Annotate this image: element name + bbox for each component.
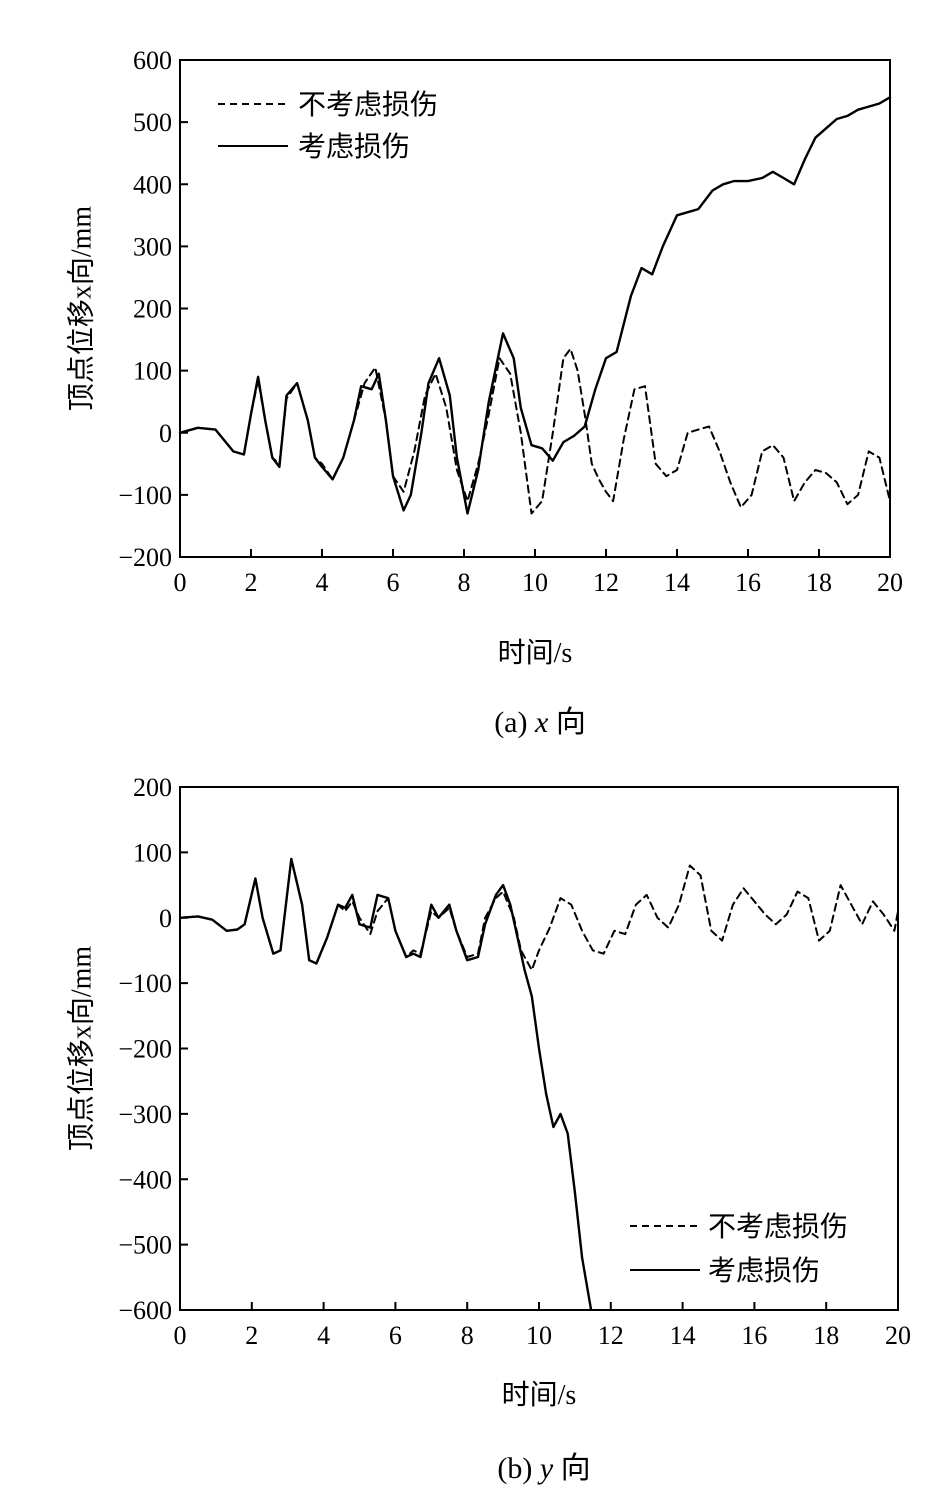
x-tick-label: 16 — [741, 1321, 767, 1350]
chart-x-legend: 不考虑损伤 考虑损伤 — [218, 89, 438, 163]
y-tick-label: 200 — [133, 295, 172, 324]
series-line-damaged — [180, 857, 593, 1310]
x-tick-label: 0 — [174, 1321, 187, 1350]
x-tick-label: 8 — [458, 568, 471, 597]
caption-suffix: 向 — [548, 706, 586, 739]
y-tick-label: −100 — [118, 481, 172, 510]
x-tick-label: 6 — [387, 568, 400, 597]
chart-x-series-group — [178, 96, 892, 515]
chart-y-legend: 不考虑损伤 考虑损伤 — [630, 1211, 848, 1287]
caption-variable: x — [534, 706, 549, 739]
x-tick-label: 20 — [877, 568, 903, 597]
y-tick-label: −400 — [118, 1165, 172, 1194]
x-tick-label: 10 — [522, 568, 548, 597]
y-tick-label: 400 — [133, 170, 172, 199]
chart-x-y-ticks: −200 −100 0 100 200 300 400 500 600 — [118, 46, 188, 572]
chart-y-x-axis-title: 时间/s — [502, 1379, 577, 1411]
legend-label-damaged: 考虑损伤 — [708, 1255, 820, 1287]
x-tick-label: 0 — [174, 568, 187, 597]
x-tick-label: 20 — [885, 1321, 911, 1350]
x-tick-label: 14 — [670, 1321, 696, 1350]
series-line-damaged — [178, 96, 892, 515]
chart-y-direction: −600 −500 −400 −300 −200 −100 0 100 200 0 2 4 6 8 10 1… — [65, 773, 911, 1485]
y-tick-label: −600 — [118, 1296, 172, 1325]
chart-x-x-axis-title: 时间/s — [498, 637, 573, 669]
y-tick-label: −200 — [118, 543, 172, 572]
series-line-undamaged — [179, 347, 891, 515]
x-tick-label: 18 — [806, 568, 832, 597]
chart-x-plot-frame — [179, 59, 891, 558]
x-tick-label: 16 — [735, 568, 761, 597]
y-tick-label: 500 — [133, 108, 172, 137]
series-line-undamaged — [180, 857, 898, 971]
chart-y-y-axis-title: 顶点位移x向/mm — [65, 946, 97, 1152]
x-tick-label: 12 — [593, 568, 619, 597]
x-tick-label: 10 — [526, 1321, 552, 1350]
x-tick-label: 14 — [664, 568, 690, 597]
y-tick-label: 100 — [133, 357, 172, 386]
y-tick-label: 600 — [133, 46, 172, 75]
y-tick-label: −100 — [118, 969, 172, 998]
x-tick-label: 2 — [245, 568, 258, 597]
x-tick-label: 18 — [813, 1321, 839, 1350]
y-tick-label: 300 — [133, 232, 172, 261]
y-tick-label: −200 — [118, 1035, 172, 1064]
legend-label-damaged: 考虑损伤 — [298, 131, 410, 163]
x-tick-label: 4 — [316, 568, 329, 597]
chart-y-y-ticks: −600 −500 −400 −300 −200 −100 0 100 200 — [118, 773, 188, 1325]
y-tick-label: 0 — [159, 904, 172, 933]
y-tick-label: −500 — [118, 1231, 172, 1260]
chart-y-series-group — [180, 857, 898, 1310]
x-tick-label: 4 — [317, 1321, 330, 1350]
legend-label-undamaged: 不考虑损伤 — [298, 89, 438, 121]
chart-y-caption: (b) y 向 — [497, 1452, 590, 1485]
caption-variable: y — [537, 1452, 554, 1485]
x-tick-label: 2 — [245, 1321, 258, 1350]
chart-y-x-ticks: 0 2 4 6 8 10 12 14 16 18 20 — [174, 1302, 911, 1350]
chart-x-y-axis-title: 顶点位移x向/mm — [65, 206, 97, 412]
x-tick-label: 8 — [461, 1321, 474, 1350]
y-tick-label: 0 — [159, 419, 172, 448]
chart-x-direction: −200 −100 0 100 200 300 400 500 600 0 2 4 6 8 10 12 14 1… — [65, 46, 903, 739]
chart-x-x-ticks: 0 2 4 6 8 10 12 14 16 18 20 — [174, 549, 903, 597]
x-tick-label: 12 — [598, 1321, 624, 1350]
caption-prefix: (b) — [497, 1452, 539, 1485]
y-tick-label: −300 — [118, 1100, 172, 1129]
chart-x-caption: (a) x 向 — [494, 706, 586, 739]
y-tick-label: 100 — [133, 838, 172, 867]
x-tick-label: 6 — [389, 1321, 402, 1350]
caption-suffix: 向 — [553, 1452, 591, 1485]
legend-label-undamaged: 不考虑损伤 — [708, 1211, 848, 1243]
caption-prefix: (a) — [494, 706, 535, 739]
y-tick-label: 200 — [133, 773, 172, 802]
